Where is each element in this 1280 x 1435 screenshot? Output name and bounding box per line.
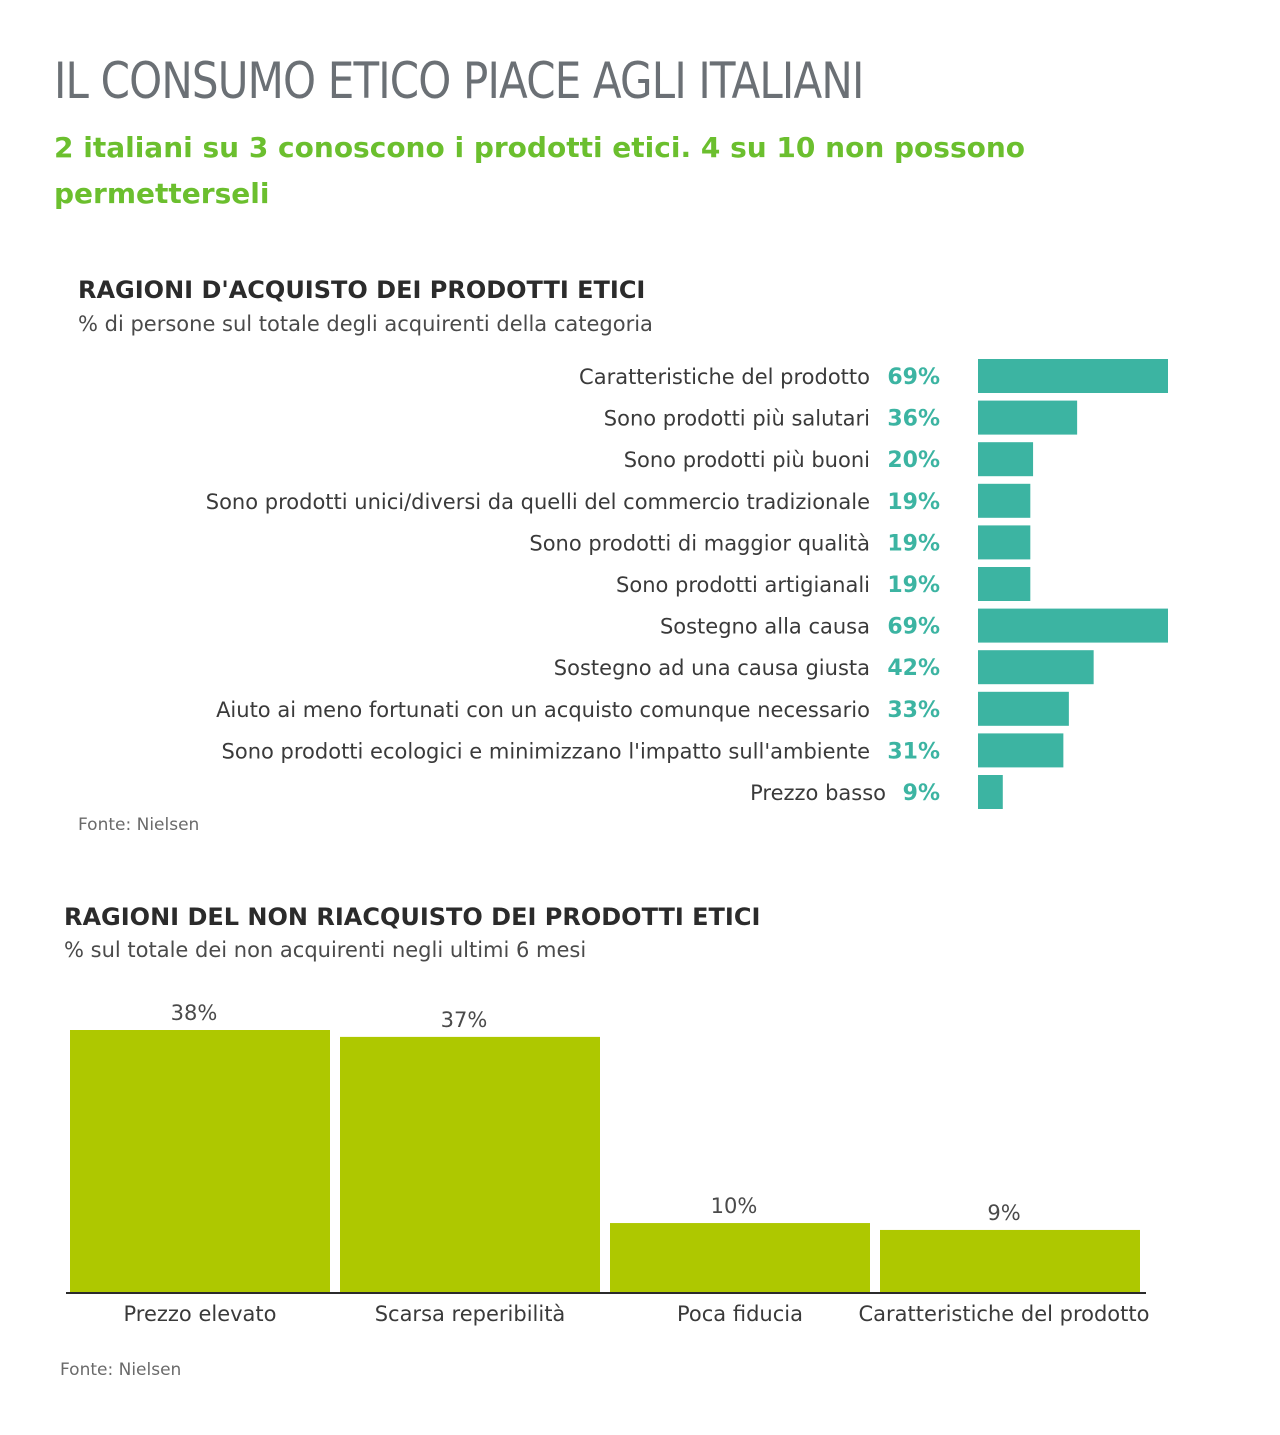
category-label: Caratteristiche del prodotto xyxy=(579,365,870,389)
category-label: Sono prodotti di maggior qualità xyxy=(529,531,870,555)
bar xyxy=(340,1036,600,1292)
bar xyxy=(978,400,1078,435)
bar xyxy=(978,691,1069,726)
non-repurchase-source: Fonte: Nielsen xyxy=(60,1360,182,1380)
value-label: 20% xyxy=(887,448,940,473)
value-label: 19% xyxy=(887,573,940,598)
non-repurchase-chart: 38% 37% 10% 9% Prezzo elevato Scarsa reperibi… xyxy=(66,1001,1150,1326)
value-label: 69% xyxy=(887,365,940,390)
value-label: 37% xyxy=(441,1008,488,1032)
bar xyxy=(978,442,1034,477)
category-label: Sostegno alla causa xyxy=(660,615,870,639)
bar xyxy=(978,650,1094,685)
value-label: 9% xyxy=(987,1201,1020,1225)
bar xyxy=(978,525,1031,560)
bar xyxy=(70,1030,330,1292)
bar xyxy=(978,483,1031,518)
purchase-reasons-heading: RAGIONI D'ACQUISTO DEI PRODOTTI ETICI xyxy=(78,276,646,304)
category-label: Poca fiducia xyxy=(677,1302,803,1326)
bar xyxy=(978,733,1064,768)
value-label: 10% xyxy=(711,1194,758,1218)
bar xyxy=(880,1229,1140,1292)
value-label: 42% xyxy=(887,656,940,681)
value-label: 19% xyxy=(887,490,940,515)
category-label: Sono prodotti unici/diversi da quelli de… xyxy=(206,490,870,514)
value-label: 19% xyxy=(887,531,940,556)
category-label: Prezzo basso xyxy=(750,781,886,805)
category-label: Sono prodotti più salutari xyxy=(604,407,870,431)
bar xyxy=(978,567,1031,601)
value-label: 36% xyxy=(887,407,940,432)
value-label: 33% xyxy=(887,698,940,723)
value-label: 31% xyxy=(887,739,940,764)
category-label: Sono prodotti più buoni xyxy=(624,448,870,472)
bar xyxy=(978,608,1168,643)
category-label: Aiuto ai meno fortunati con un acquisto … xyxy=(216,698,870,722)
bar xyxy=(978,359,1168,393)
bar xyxy=(978,775,1003,809)
bar xyxy=(610,1223,870,1292)
non-repurchase-subheading: % sul totale dei non acquirenti negli ul… xyxy=(64,938,587,962)
purchase-reasons-chart: 69% Caratteristiche del prodotto 36% Sono p… xyxy=(206,359,1168,809)
category-label: Prezzo elevato xyxy=(123,1302,276,1326)
category-label: Sono prodotti artigianali xyxy=(616,573,870,597)
category-label: Caratteristiche del prodotto xyxy=(859,1302,1150,1326)
category-label: Sono prodotti ecologici e minimizzano l'… xyxy=(222,739,870,763)
value-label: 69% xyxy=(887,615,940,640)
non-repurchase-heading: RAGIONI DEL NON RIACQUISTO DEI PRODOTTI … xyxy=(64,903,761,931)
category-label: Sostegno ad una causa giusta xyxy=(554,656,870,680)
category-label: Scarsa reperibilità xyxy=(375,1302,566,1326)
purchase-reasons-subheading: % di persone sul totale degli acquirenti… xyxy=(78,312,653,336)
page-subtitle: 2 italiani su 3 conoscono i prodotti eti… xyxy=(54,131,1026,210)
purchase-reasons-source: Fonte: Nielsen xyxy=(78,815,200,835)
page-title: IL CONSUMO ETICO PIACE AGLI ITALIANI xyxy=(54,52,864,110)
value-label: 9% xyxy=(903,781,940,806)
value-label: 38% xyxy=(171,1001,218,1025)
